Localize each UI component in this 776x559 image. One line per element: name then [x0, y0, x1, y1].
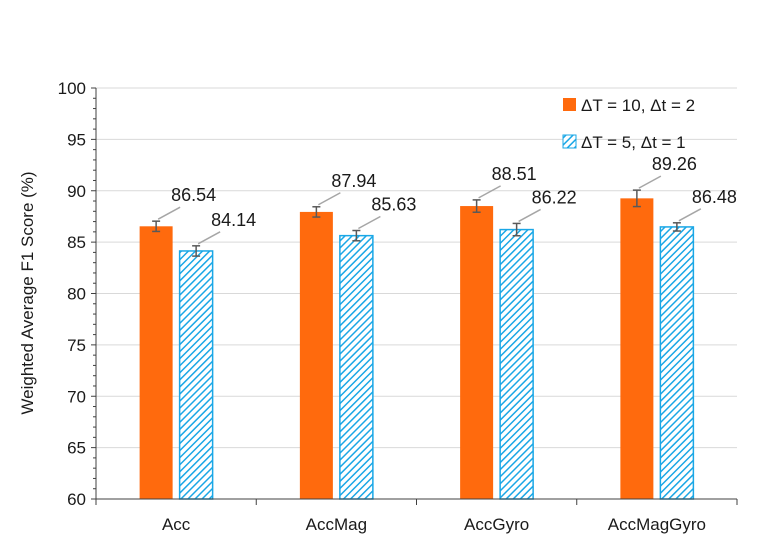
leader-line [518, 208, 541, 223]
legend-swatch-series-2 [562, 134, 577, 149]
data-label-accmag-series-2: 85.63 [371, 195, 416, 215]
bar-accmag-series-1 [299, 211, 333, 499]
y-tick-label-65: 65 [67, 439, 86, 458]
bar-accgyro-series-2 [499, 228, 534, 500]
legend-label-series-2: ΔT = 5, Δt = 1 [581, 133, 686, 152]
bars [139, 198, 695, 500]
x-tick-label-accmag: AccMag [306, 515, 367, 534]
bar-accgyro-series-1 [460, 206, 494, 499]
y-tick-label-75: 75 [67, 336, 86, 355]
data-label-accgyro-series-1: 88.51 [492, 164, 537, 184]
x-tick-label-acc: Acc [162, 515, 191, 534]
data-labels: 86.54 84.14 87.94 85.63 88.51 86.22 89.26 86.48 [171, 154, 737, 230]
leader-line [157, 206, 181, 220]
data-label-accmag-series-1: 87.94 [331, 171, 376, 191]
legend-label-series-1: ΔT = 10, Δt = 2 [581, 96, 695, 115]
bar-acc-series-1 [139, 226, 173, 499]
bar-accmaggyro-series-1 [620, 198, 654, 499]
y-tick-label-80: 80 [67, 285, 86, 304]
leader-line [638, 175, 662, 189]
data-label-accmaggyro-series-1: 89.26 [652, 154, 697, 174]
leader-line [678, 208, 702, 222]
leader-line [197, 231, 221, 245]
data-label-acc-series-1: 86.54 [171, 185, 216, 205]
y-tick-label-70: 70 [67, 387, 86, 406]
y-axis-title: Weighted Average F1 Score (%) [18, 171, 37, 414]
y-tick-label-100: 100 [58, 79, 86, 98]
x-tick-label-accmaggyro: AccMagGyro [608, 515, 706, 534]
x-tick-label-accgyro: AccGyro [464, 515, 529, 534]
y-tick-label-90: 90 [67, 182, 86, 201]
leader-line [318, 192, 341, 206]
legend: ΔT = 10, Δt = 2 ΔT = 5, Δt = 1 [562, 96, 695, 152]
y-tick-label-85: 85 [67, 233, 86, 252]
bar-accmaggyro-series-2 [659, 226, 695, 500]
bar-acc-series-2 [178, 250, 214, 500]
data-label-accmaggyro-series-2: 86.48 [692, 187, 737, 207]
label-leader-lines [157, 175, 702, 245]
legend-swatch-series-1 [563, 98, 576, 111]
bar-accmag-series-2 [339, 234, 374, 500]
error-bars [152, 189, 681, 257]
y-tick-label-60: 60 [67, 490, 86, 509]
leader-line [478, 185, 501, 199]
y-tick-label-95: 95 [67, 130, 86, 149]
axes: 60 65 70 75 80 85 90 95 100 Acc AccMag AccGyro AccMa… [58, 79, 738, 534]
data-label-accgyro-series-2: 86.22 [532, 187, 577, 207]
data-label-acc-series-2: 84.14 [211, 210, 256, 230]
leader-line [358, 215, 381, 230]
